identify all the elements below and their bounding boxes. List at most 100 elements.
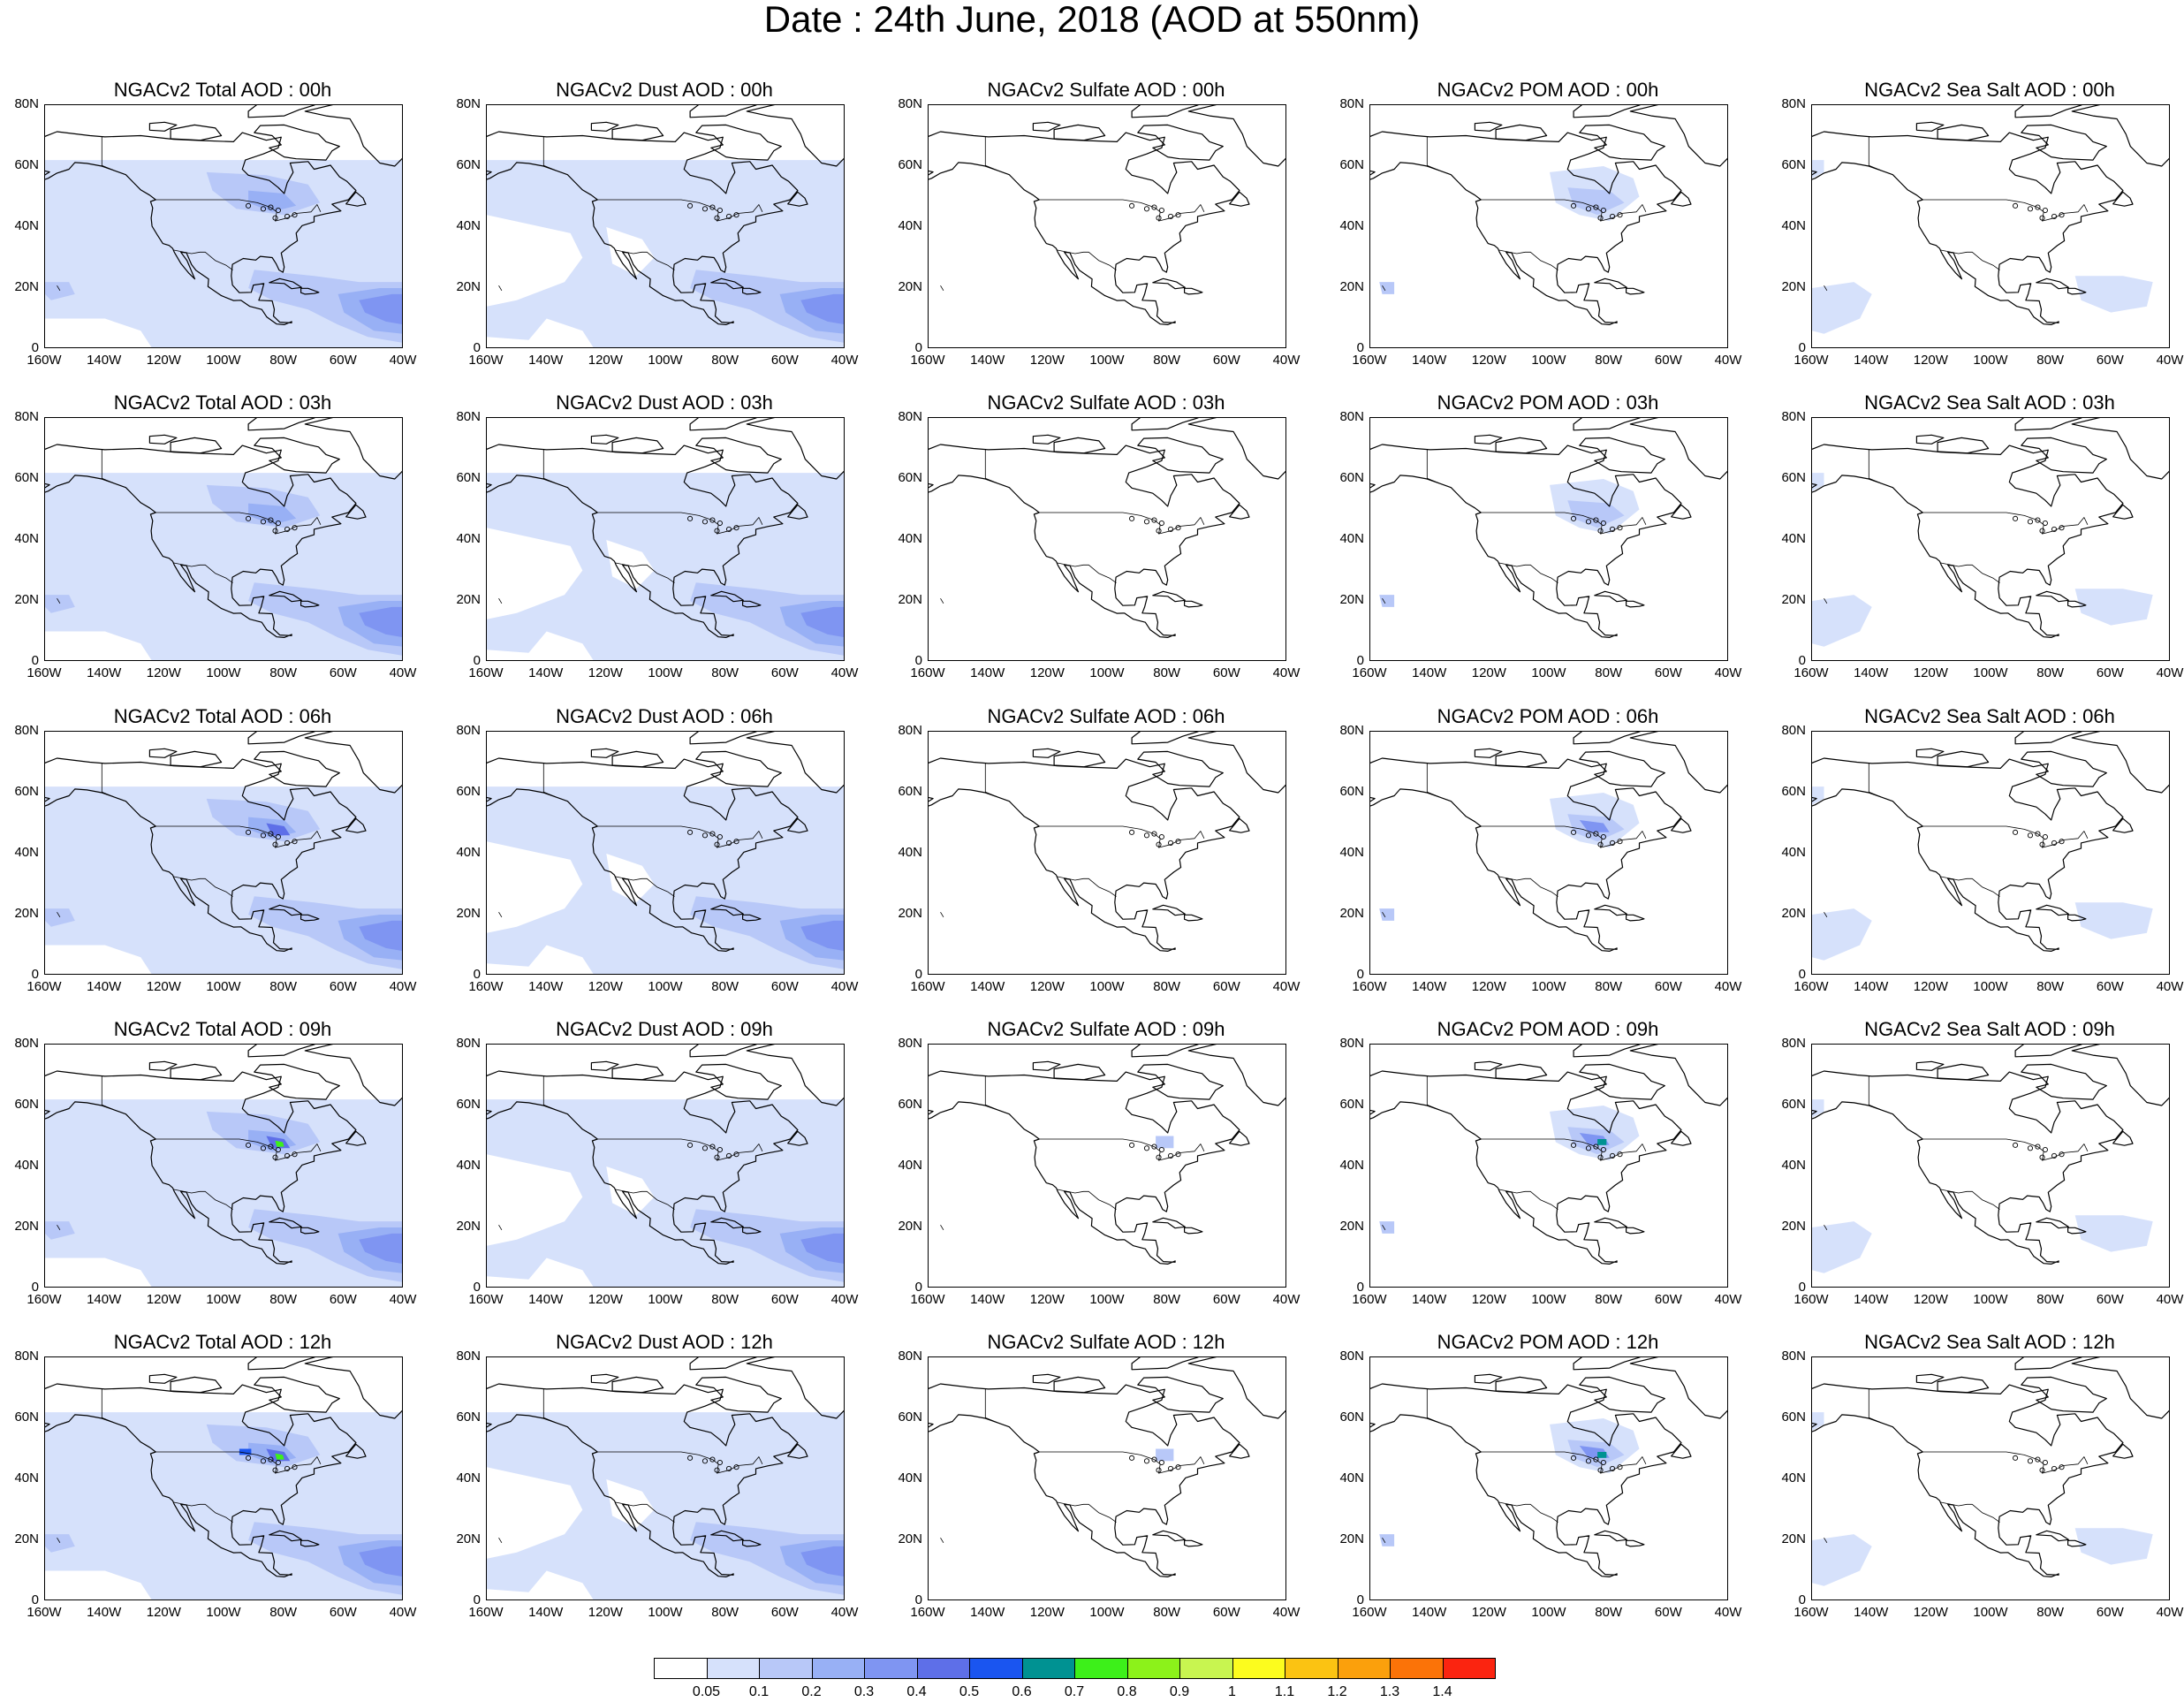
- longitude-tick-label: 160W: [910, 1605, 945, 1620]
- cuba-outline: [269, 1217, 302, 1229]
- longitude-tick-label: 80W: [1153, 979, 1181, 994]
- great-lake-outline: [1167, 840, 1174, 846]
- great-lake-outline: [2027, 206, 2034, 212]
- ellesmere-island-outline: [689, 418, 758, 431]
- longitude-tick-label: 140W: [1412, 1292, 1447, 1307]
- victoria-island-outline: [611, 1063, 664, 1081]
- banks-island-outline: [148, 121, 178, 132]
- great-lake-outline: [268, 831, 274, 837]
- longitude-tick-label: 40W: [830, 665, 859, 680]
- newfoundland-outline: [787, 191, 808, 207]
- map-frame: [44, 731, 403, 975]
- hawaii-outline: [1824, 285, 1828, 292]
- great-lake-outline: [733, 212, 739, 218]
- great-lake-outline: [1600, 833, 1606, 840]
- latitude-tick-label: 80N: [456, 409, 481, 424]
- longitude-tick-label: 100W: [206, 1605, 241, 1620]
- coastline-outline: [929, 131, 1240, 325]
- aod-clear-region: [487, 528, 583, 619]
- greenland-outline: [2071, 105, 2169, 167]
- colorbar-swatch: [654, 1658, 708, 1679]
- greenland-outline: [746, 732, 844, 794]
- ellesmere-island-outline: [689, 105, 758, 118]
- map-panel: NGACv2 Total AOD : 03h 80N 60N 40N 20N 0 160W 1…: [2, 392, 444, 696]
- longitude-tick-label: 40W: [830, 353, 859, 368]
- alaska-border-outline: [542, 1388, 556, 1424]
- alaska-border-outline: [1426, 1075, 1439, 1111]
- map-frame: [1369, 1356, 1728, 1600]
- newfoundland-outline: [2112, 1130, 2134, 1146]
- great-lake-outline: [1600, 1146, 1606, 1153]
- longitude-tick-label: 60W: [329, 1292, 357, 1307]
- great-lake-outline: [1600, 207, 1606, 214]
- great-lake-outline: [272, 1154, 278, 1160]
- latitude-tick-label: 80N: [898, 1349, 922, 1364]
- ellesmere-island-outline: [1131, 732, 1200, 745]
- colorbar-swatch: [1126, 1658, 1180, 1679]
- great-lake-outline: [1597, 841, 1604, 847]
- longitude-tick-label: 100W: [1089, 1605, 1125, 1620]
- baffin-island-outline: [2021, 750, 2107, 787]
- hawaii-outline: [1382, 911, 1386, 918]
- greenland-outline: [304, 105, 402, 167]
- hawaii-outline: [498, 1537, 503, 1544]
- baffin-island-outline: [254, 437, 340, 474]
- latitude-tick-label: 40N: [1781, 218, 1806, 233]
- great-lake-outline: [1597, 215, 1604, 221]
- us-canada-border-outline: [597, 512, 763, 535]
- latitude-tick-label: 60N: [456, 784, 481, 799]
- baffin-island-outline: [1137, 750, 1224, 787]
- longitude-tick-label: 140W: [87, 1605, 122, 1620]
- great-lake-outline: [2027, 1145, 2034, 1151]
- longitude-tick-label: 120W: [588, 665, 623, 680]
- map-frame: [1369, 731, 1728, 975]
- latitude-tick-label: 20N: [14, 592, 39, 607]
- great-lake-outline: [733, 1151, 739, 1158]
- aod-pom-core: [1567, 500, 1625, 528]
- cuba-outline: [1152, 277, 1186, 290]
- panel-title: NGACv2 Sulfate AOD : 09h: [987, 1018, 1225, 1040]
- cuba-outline: [1594, 1217, 1627, 1229]
- us-canada-border-outline: [155, 825, 322, 848]
- latitude-tick-label: 20N: [1781, 906, 1806, 921]
- banks-island-outline: [1474, 748, 1503, 758]
- latitude-tick-label: 0: [1798, 1592, 1806, 1607]
- aod-seasalt-region: [1812, 282, 1872, 334]
- aod-colorbar: [654, 1658, 1496, 1679]
- newfoundland-outline: [1671, 1443, 1692, 1459]
- longitude-tick-label: 160W: [27, 1605, 62, 1620]
- ellesmere-island-outline: [1131, 105, 1200, 118]
- aod-sulfate-region: [1156, 1136, 1174, 1149]
- us-canada-border-outline: [155, 199, 322, 222]
- longitude-tick-label: 120W: [1913, 979, 1948, 994]
- us-canada-border-outline: [1922, 1451, 2089, 1474]
- greenland-outline: [2071, 418, 2169, 480]
- alaska-border-outline: [101, 136, 114, 171]
- aod-seasalt-region: [1812, 786, 1824, 805]
- us-mexico-border-outline: [173, 1501, 233, 1523]
- coastline-outline: [45, 1070, 357, 1265]
- great-lake-outline: [1129, 202, 1135, 209]
- latitude-tick-label: 0: [1798, 653, 1806, 668]
- great-lake-outline: [2051, 840, 2058, 846]
- cuba-outline: [1594, 590, 1627, 603]
- newfoundland-outline: [1229, 1130, 1250, 1146]
- map-frame: [928, 417, 1286, 661]
- map-panel: NGACv2 Dust AOD : 06h 80N 60N 40N 20N 0 160W 14…: [444, 706, 885, 1010]
- newfoundland-outline: [2112, 817, 2134, 833]
- great-lake-outline: [284, 1152, 291, 1159]
- hispaniola-outline: [1184, 1539, 1203, 1547]
- longitude-tick-label: 60W: [2096, 979, 2124, 994]
- great-lake-outline: [1143, 206, 1150, 212]
- longitude-tick-label: 100W: [206, 665, 241, 680]
- longitude-tick-label: 120W: [1029, 1292, 1065, 1307]
- great-lake-outline: [2042, 1146, 2048, 1153]
- coastline-outline: [929, 757, 1240, 952]
- panel-title: NGACv2 Dust AOD : 12h: [556, 1331, 773, 1353]
- aod-seasalt-region: [1812, 1221, 1872, 1273]
- great-lake-outline: [292, 1151, 298, 1158]
- great-lake-outline: [272, 841, 278, 847]
- aod-seasalt-region: [2074, 1215, 2153, 1252]
- colorbar-label: 0.1: [748, 1684, 770, 1699]
- hispaniola-outline: [2067, 1539, 2087, 1547]
